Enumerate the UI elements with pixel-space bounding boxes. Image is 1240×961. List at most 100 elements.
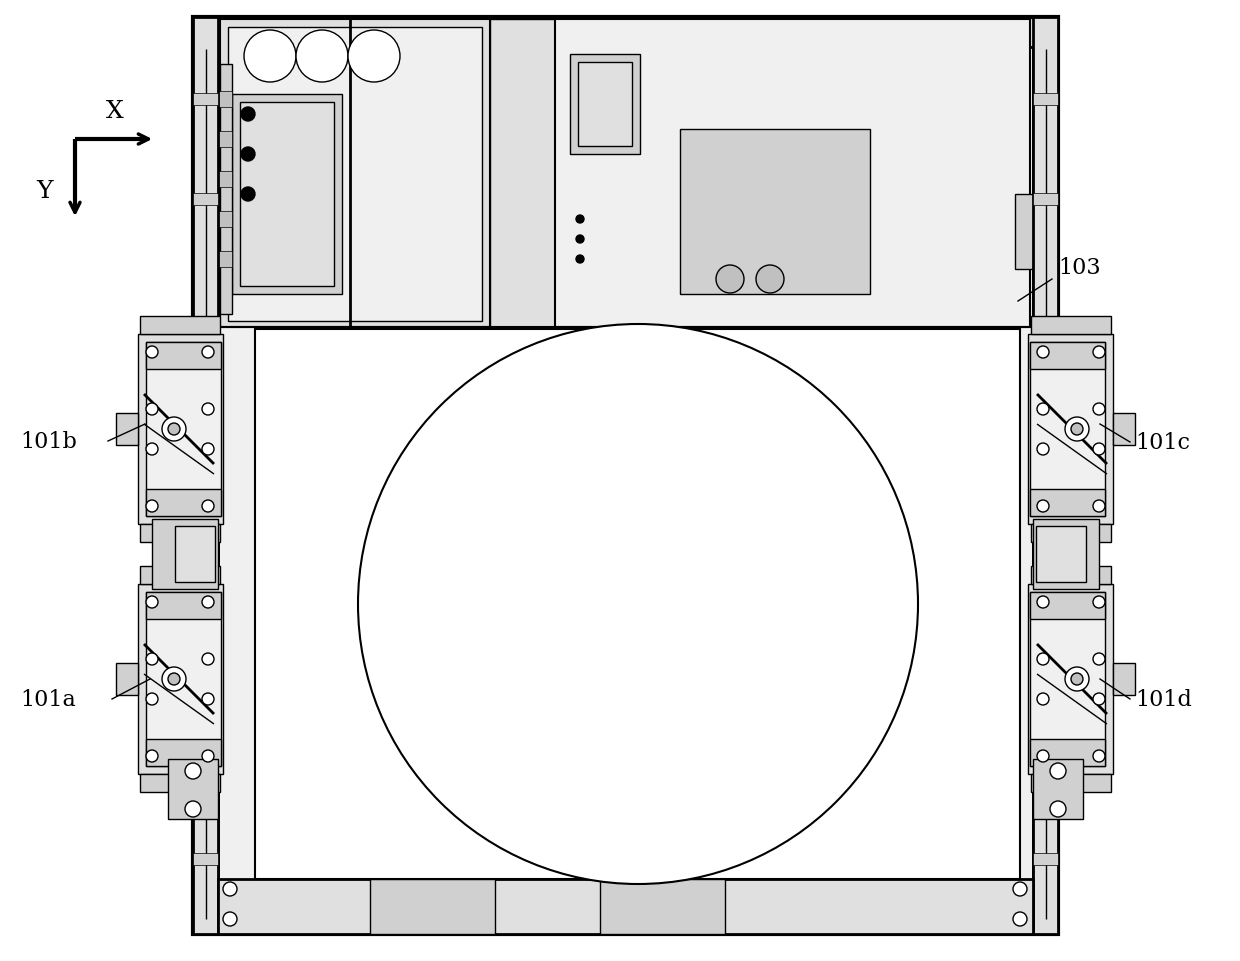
Text: 101a: 101a bbox=[20, 688, 76, 710]
Text: X: X bbox=[107, 100, 124, 123]
Circle shape bbox=[146, 347, 157, 358]
Circle shape bbox=[162, 418, 186, 441]
Circle shape bbox=[577, 216, 584, 224]
Polygon shape bbox=[140, 525, 219, 542]
Polygon shape bbox=[1033, 520, 1099, 589]
Polygon shape bbox=[117, 413, 138, 446]
Polygon shape bbox=[241, 103, 334, 286]
Circle shape bbox=[167, 674, 180, 685]
Polygon shape bbox=[193, 18, 1058, 934]
Text: Y: Y bbox=[37, 181, 53, 204]
Polygon shape bbox=[140, 566, 219, 584]
Circle shape bbox=[1037, 653, 1049, 665]
Polygon shape bbox=[153, 520, 218, 589]
Polygon shape bbox=[1033, 194, 1058, 206]
Circle shape bbox=[1050, 801, 1066, 817]
Polygon shape bbox=[1030, 489, 1105, 516]
Polygon shape bbox=[218, 48, 1033, 919]
Circle shape bbox=[1092, 693, 1105, 705]
Circle shape bbox=[223, 882, 237, 896]
Polygon shape bbox=[1030, 566, 1111, 584]
Circle shape bbox=[715, 266, 744, 294]
Circle shape bbox=[1092, 501, 1105, 512]
Text: 101c: 101c bbox=[1135, 431, 1190, 454]
Circle shape bbox=[146, 693, 157, 705]
Text: 101d: 101d bbox=[1135, 688, 1192, 710]
Polygon shape bbox=[218, 172, 232, 187]
Circle shape bbox=[244, 31, 296, 83]
Polygon shape bbox=[1030, 592, 1105, 619]
Polygon shape bbox=[1028, 334, 1114, 525]
Circle shape bbox=[241, 187, 255, 202]
Polygon shape bbox=[1114, 413, 1135, 446]
Polygon shape bbox=[193, 18, 218, 934]
Circle shape bbox=[1092, 404, 1105, 415]
Circle shape bbox=[1065, 418, 1089, 441]
Circle shape bbox=[202, 347, 215, 358]
Circle shape bbox=[202, 404, 215, 415]
Polygon shape bbox=[370, 879, 495, 934]
Circle shape bbox=[1092, 444, 1105, 456]
Polygon shape bbox=[578, 62, 632, 147]
Circle shape bbox=[146, 404, 157, 415]
Circle shape bbox=[1037, 444, 1049, 456]
Circle shape bbox=[241, 108, 255, 122]
Circle shape bbox=[146, 501, 157, 512]
Polygon shape bbox=[1030, 775, 1111, 792]
Circle shape bbox=[202, 751, 215, 762]
Polygon shape bbox=[1033, 18, 1058, 934]
Circle shape bbox=[146, 597, 157, 608]
Circle shape bbox=[146, 444, 157, 456]
Circle shape bbox=[296, 31, 348, 83]
Polygon shape bbox=[218, 211, 232, 228]
Polygon shape bbox=[219, 20, 490, 328]
Polygon shape bbox=[1028, 584, 1114, 775]
Circle shape bbox=[185, 763, 201, 779]
Polygon shape bbox=[146, 739, 221, 766]
Polygon shape bbox=[556, 20, 1030, 328]
Circle shape bbox=[162, 667, 186, 691]
Circle shape bbox=[756, 266, 784, 294]
Polygon shape bbox=[1016, 195, 1055, 270]
Circle shape bbox=[1071, 674, 1083, 685]
Polygon shape bbox=[680, 130, 870, 295]
Polygon shape bbox=[1033, 94, 1058, 106]
Circle shape bbox=[167, 424, 180, 435]
Circle shape bbox=[202, 597, 215, 608]
Polygon shape bbox=[1030, 317, 1111, 334]
Polygon shape bbox=[117, 663, 138, 695]
Polygon shape bbox=[146, 343, 221, 516]
Polygon shape bbox=[193, 853, 218, 865]
Polygon shape bbox=[140, 317, 219, 334]
Polygon shape bbox=[1033, 853, 1058, 865]
Polygon shape bbox=[193, 194, 218, 206]
Polygon shape bbox=[1030, 592, 1105, 766]
Circle shape bbox=[1092, 653, 1105, 665]
Circle shape bbox=[348, 31, 401, 83]
Polygon shape bbox=[490, 20, 556, 328]
Polygon shape bbox=[1033, 693, 1058, 705]
Circle shape bbox=[202, 501, 215, 512]
Polygon shape bbox=[1030, 739, 1105, 766]
Polygon shape bbox=[218, 92, 232, 108]
Text: 103: 103 bbox=[1058, 257, 1101, 279]
Polygon shape bbox=[193, 94, 218, 106]
Circle shape bbox=[202, 444, 215, 456]
Circle shape bbox=[1092, 597, 1105, 608]
Polygon shape bbox=[1030, 343, 1105, 516]
Polygon shape bbox=[255, 330, 1021, 879]
Circle shape bbox=[577, 256, 584, 263]
Polygon shape bbox=[1035, 527, 1086, 582]
Polygon shape bbox=[1033, 793, 1058, 805]
Circle shape bbox=[1013, 882, 1027, 896]
Circle shape bbox=[1092, 751, 1105, 762]
Circle shape bbox=[1037, 404, 1049, 415]
Circle shape bbox=[202, 653, 215, 665]
Polygon shape bbox=[228, 28, 482, 322]
Polygon shape bbox=[167, 759, 218, 819]
Polygon shape bbox=[218, 252, 232, 268]
Polygon shape bbox=[140, 775, 219, 792]
Polygon shape bbox=[146, 592, 221, 619]
Polygon shape bbox=[570, 55, 640, 155]
Polygon shape bbox=[1030, 343, 1105, 370]
